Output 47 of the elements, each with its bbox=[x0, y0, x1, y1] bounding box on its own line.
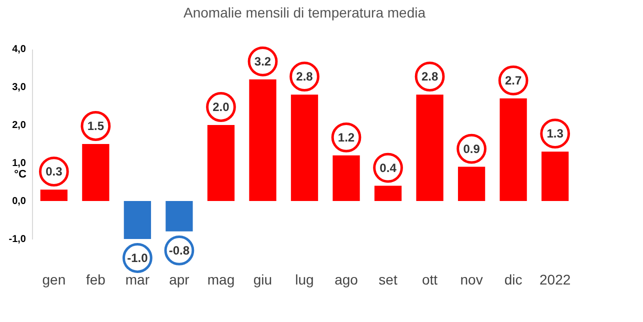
data-label: 0.4 bbox=[380, 160, 397, 175]
data-label: 0.3 bbox=[46, 164, 63, 179]
bar bbox=[332, 155, 360, 201]
x-tick-label: mar bbox=[125, 272, 150, 288]
x-tick-label: ott bbox=[422, 272, 438, 288]
x-tick-label: feb bbox=[86, 272, 106, 288]
data-label: 3.2 bbox=[254, 54, 272, 68]
bar bbox=[500, 98, 527, 201]
x-tick-label: set bbox=[378, 272, 398, 288]
data-label: -1.0 bbox=[127, 251, 148, 265]
x-tick-label: lug bbox=[295, 272, 314, 288]
y-tick-label: -1,0 bbox=[8, 234, 26, 245]
data-label: 2.0 bbox=[212, 100, 230, 114]
data-label: -0.8 bbox=[168, 243, 190, 258]
bar bbox=[416, 94, 444, 201]
x-tick-label: dic bbox=[504, 272, 522, 288]
bar bbox=[374, 186, 402, 201]
data-label: 2.8 bbox=[296, 70, 314, 84]
bar bbox=[82, 144, 110, 201]
chart-title: Anomalie mensili di temperatura media bbox=[184, 4, 426, 21]
bar bbox=[207, 125, 235, 201]
data-label: 2.8 bbox=[421, 70, 438, 84]
data-label: 1.3 bbox=[546, 126, 564, 141]
x-tick-label: giu bbox=[253, 272, 272, 288]
y-tick-label: 3,0 bbox=[12, 82, 26, 93]
y-tick-label: 2,0 bbox=[12, 120, 26, 131]
x-tick-label: apr bbox=[169, 272, 190, 288]
bar bbox=[166, 201, 193, 232]
y-tick-label: 0,0 bbox=[12, 196, 26, 207]
bar bbox=[458, 166, 486, 201]
bar bbox=[542, 152, 569, 201]
bar bbox=[290, 94, 318, 201]
y-tick-label: 1,0 bbox=[12, 158, 26, 169]
x-tick-label: mag bbox=[207, 272, 235, 288]
y-tick-label: 4,0 bbox=[12, 44, 26, 55]
x-tick-label: nov bbox=[460, 272, 483, 288]
y-axis-title: °C bbox=[14, 168, 27, 180]
bar bbox=[249, 79, 276, 201]
data-label: 1.2 bbox=[338, 130, 355, 144]
x-tick-label: 2022 bbox=[539, 272, 571, 288]
x-tick-label: gen bbox=[42, 272, 66, 288]
bar bbox=[40, 190, 68, 201]
x-tick-label: ago bbox=[334, 272, 358, 288]
data-label: 1.5 bbox=[87, 119, 104, 133]
data-label: 2.7 bbox=[504, 73, 522, 88]
data-label: 0.9 bbox=[463, 142, 480, 156]
bar bbox=[124, 201, 152, 239]
